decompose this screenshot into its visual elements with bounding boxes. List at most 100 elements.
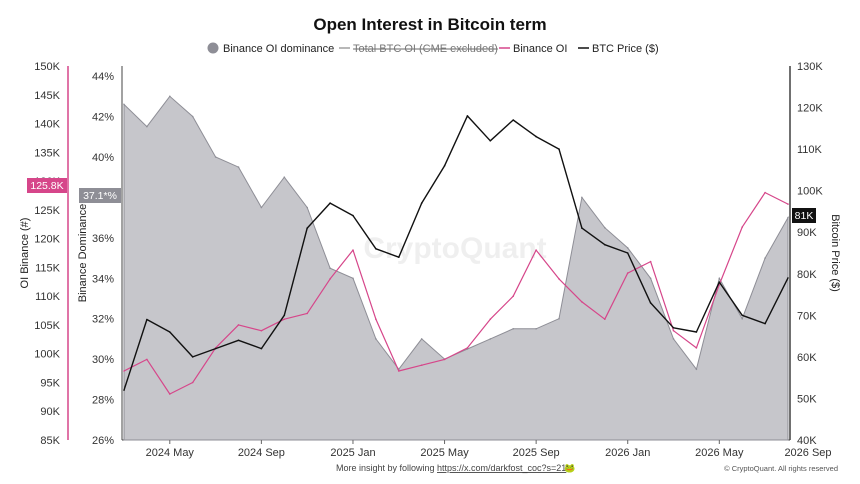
- data-point: [191, 115, 194, 118]
- left-inner-axis-label: Binance Dominance: [77, 204, 89, 302]
- data-point: [375, 248, 377, 250]
- data-point: [489, 338, 492, 340]
- badge-oi-current: [27, 178, 67, 193]
- left-outer-tick-label: 135K: [34, 147, 60, 159]
- data-point: [329, 267, 331, 270]
- footer-link[interactable]: https://x.com/darkfost_coc?s=21: [437, 463, 566, 473]
- legend-dot-dominance: [207, 42, 219, 54]
- data-point: [260, 329, 263, 332]
- data-point: [191, 381, 194, 384]
- data-point: [398, 256, 400, 259]
- x-tick-label: 2026 Jan: [605, 447, 650, 459]
- footer-credit: © CryptoQuant. All rights reserved: [724, 464, 838, 473]
- left-outer-tick-label: 115K: [35, 262, 61, 274]
- data-point: [558, 148, 560, 150]
- data-point: [329, 278, 331, 280]
- right-tick-label: 90K: [797, 227, 817, 239]
- data-point: [169, 331, 171, 333]
- data-point: [604, 226, 606, 229]
- x-tick-label: 2024 May: [146, 447, 195, 459]
- data-point: [420, 338, 423, 340]
- right-tick-label: 40K: [797, 435, 817, 447]
- series-line-btc-price: [123, 115, 789, 391]
- data-point: [764, 322, 766, 325]
- data-point: [123, 389, 125, 391]
- data-point: [764, 257, 766, 259]
- data-point: [237, 339, 240, 342]
- badge-price-current: [792, 208, 816, 223]
- data-point: [260, 347, 263, 350]
- data-point: [214, 347, 217, 350]
- plot-area: [123, 95, 789, 441]
- left-inner-tick-label: 28%: [92, 395, 114, 407]
- legend-item-btc-price[interactable]: BTC Price ($): [592, 43, 659, 55]
- data-point: [283, 176, 286, 178]
- data-point: [581, 227, 583, 229]
- data-point: [352, 249, 354, 251]
- data-point: [398, 370, 400, 372]
- left-outer-tick-label: 140K: [34, 119, 60, 131]
- data-point: [237, 166, 240, 168]
- x-tick-label: 2026 Sep: [784, 447, 831, 459]
- right-ticks: 40K 50K 60K 70K 80K 90K 100K 110K 120K 130K: [797, 61, 823, 447]
- data-point: [535, 249, 537, 251]
- left-outer-tick-label: 85K: [40, 435, 60, 447]
- left-inner-tick-label: 40%: [92, 152, 114, 164]
- data-point: [787, 203, 789, 205]
- data-point: [649, 277, 652, 280]
- x-tick-label: 2026 May: [695, 447, 744, 459]
- data-point: [375, 338, 377, 340]
- data-point: [466, 347, 469, 349]
- data-point: [260, 206, 263, 209]
- data-point: [306, 227, 309, 229]
- right-tick-label: 100K: [797, 186, 823, 198]
- legend-item-binance-oi[interactable]: Binance OI: [513, 43, 567, 55]
- data-point: [146, 125, 148, 128]
- series-line-binance-oi: [123, 192, 789, 395]
- data-point: [741, 226, 743, 228]
- badge-dominance-current: [79, 188, 121, 203]
- data-point: [741, 314, 743, 317]
- legend-item-total-oi[interactable]: Total BTC OI (CME excluded): [353, 43, 498, 55]
- left-inner-tick-label: 26%: [92, 435, 114, 447]
- data-point: [535, 135, 537, 138]
- left-outer-tick-label: 120K: [34, 234, 60, 246]
- data-point: [352, 214, 354, 217]
- badge-price-current-text: 81K: [795, 210, 814, 222]
- left-inner-tick-label: 30%: [92, 354, 114, 366]
- data-point: [512, 328, 514, 330]
- right-axis-label: Bitcoin Price ($): [829, 214, 841, 292]
- data-point: [604, 318, 606, 321]
- data-point: [649, 260, 652, 263]
- data-point: [649, 302, 652, 304]
- data-point: [626, 247, 629, 249]
- data-point: [695, 331, 698, 333]
- badge-dominance-current-text: 37.1*%: [83, 190, 117, 202]
- data-point: [718, 277, 721, 280]
- data-point: [123, 103, 125, 106]
- watermark: CryptoQuant: [363, 232, 546, 265]
- legend-item-dominance[interactable]: Binance OI dominance: [223, 43, 334, 55]
- data-point: [626, 252, 629, 254]
- left-outer-axis-label: OI Binance (#): [19, 218, 31, 289]
- left-outer-tick-label: 150K: [34, 61, 60, 73]
- left-outer-tick-label: 100K: [34, 349, 60, 361]
- x-tick-label: 2025 May: [420, 447, 469, 459]
- legend: Binance OI dominance Total BTC OI (CME e…: [207, 42, 659, 55]
- chart-title: Open Interest in Bitcoin term: [313, 15, 546, 34]
- data-point: [237, 324, 240, 326]
- data-point: [558, 278, 560, 280]
- left-inner-tick-label: 44%: [92, 71, 114, 83]
- left-inner-tick-label: 42%: [92, 112, 114, 124]
- data-point: [764, 191, 766, 194]
- right-tick-label: 80K: [797, 269, 817, 281]
- footer-prefix: More insight by following: [336, 463, 435, 473]
- data-point: [420, 364, 423, 367]
- data-point: [581, 196, 583, 199]
- data-point: [695, 368, 698, 371]
- data-point: [306, 312, 309, 315]
- data-point: [169, 95, 171, 98]
- data-point: [558, 317, 560, 320]
- data-point: [672, 338, 675, 340]
